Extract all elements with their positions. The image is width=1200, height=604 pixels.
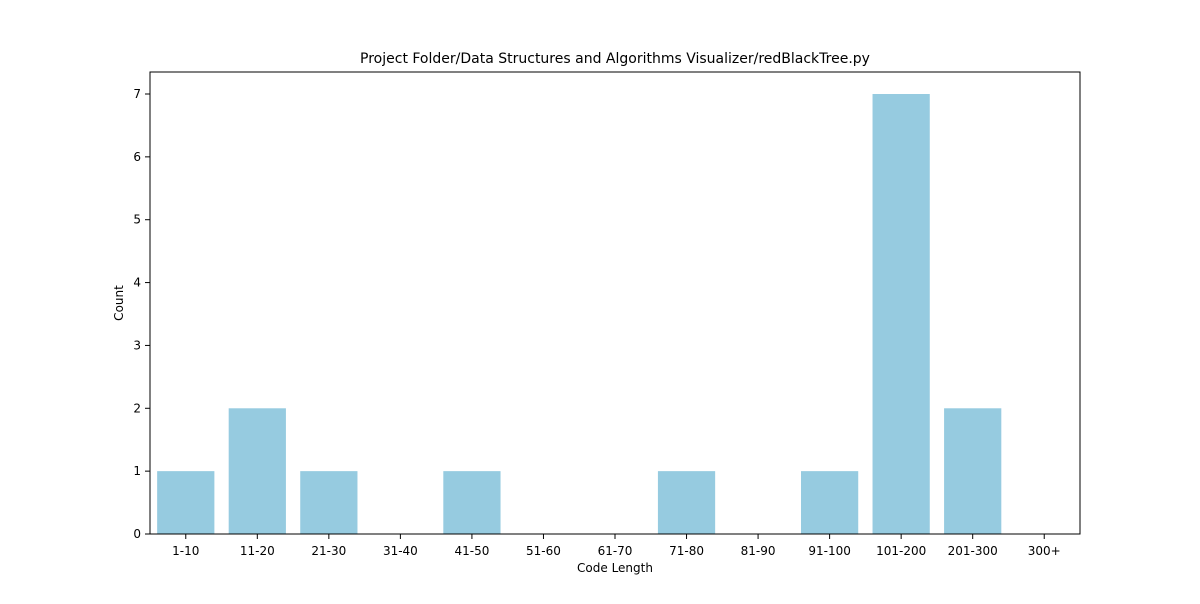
x-tick-label: 11-20: [240, 544, 275, 558]
y-tick-label: 5: [133, 213, 141, 227]
y-tick-label: 7: [133, 87, 141, 101]
x-axis-label: Code Length: [577, 561, 653, 575]
bar-21-30: [300, 471, 357, 534]
x-tick-label: 71-80: [669, 544, 704, 558]
y-tick-label: 2: [133, 401, 141, 415]
bar-71-80: [658, 471, 715, 534]
x-tick-label: 21-30: [311, 544, 346, 558]
bar-201-300: [944, 408, 1001, 534]
x-tick-label: 201-300: [948, 544, 998, 558]
x-axis-ticks: 1-10 11-20 21-30 31-40 41-50 51-60 61-70 71-80 8…: [172, 534, 1061, 558]
y-tick-label: 1: [133, 464, 141, 478]
x-tick-label: 101-200: [876, 544, 926, 558]
x-tick-label: 61-70: [598, 544, 633, 558]
bar-101-200: [873, 94, 930, 534]
bar-1-10: [157, 471, 214, 534]
bars-layer: [157, 94, 1001, 534]
x-tick-label: 51-60: [526, 544, 561, 558]
x-tick-label: 31-40: [383, 544, 418, 558]
x-tick-label: 81-90: [741, 544, 776, 558]
y-tick-label: 6: [133, 150, 141, 164]
y-tick-label: 4: [133, 276, 141, 290]
y-axis-ticks: 0 1 2 3 4 5 6 7: [133, 87, 150, 541]
y-tick-label: 3: [133, 338, 141, 352]
y-axis-label: Count: [112, 285, 126, 321]
x-tick-label: 41-50: [454, 544, 489, 558]
chart-title: Project Folder/Data Structures and Algor…: [360, 51, 870, 67]
x-tick-label: 91-100: [808, 544, 851, 558]
bar-11-20: [229, 408, 286, 534]
y-tick-label: 0: [133, 527, 141, 541]
bar-91-100: [801, 471, 858, 534]
x-tick-label: 1-10: [172, 544, 199, 558]
bar-41-50: [443, 471, 500, 534]
x-tick-label: 300+: [1028, 544, 1061, 558]
plot-frame: [150, 72, 1080, 534]
